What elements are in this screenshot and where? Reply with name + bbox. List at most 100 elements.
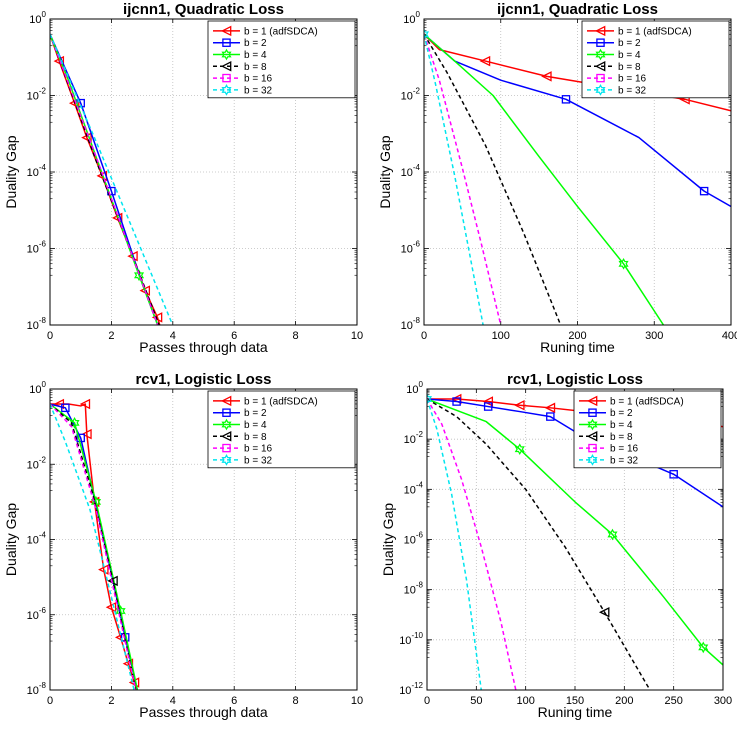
y-tick-label: 100 xyxy=(29,380,46,396)
y-axis-label: Duality Gap xyxy=(3,503,19,576)
x-tick-label: 0 xyxy=(47,695,53,707)
x-tick-label: 0 xyxy=(424,695,430,707)
legend-marker xyxy=(596,73,605,83)
data-point-marker xyxy=(107,575,118,587)
y-tick-label: 10-8 xyxy=(404,581,424,597)
data-point-marker xyxy=(133,269,145,282)
series-line-b16 xyxy=(427,398,517,690)
legend-marker xyxy=(221,454,232,466)
x-tick-label: 0 xyxy=(47,330,53,342)
x-tick-label: 150 xyxy=(566,695,584,707)
legend-marker xyxy=(595,48,606,61)
data-point-marker xyxy=(561,95,571,104)
x-tick-label: 50 xyxy=(470,695,482,707)
data-point-marker xyxy=(598,606,610,618)
x-tick-label: 10 xyxy=(351,330,363,342)
data-point-marker xyxy=(607,528,618,541)
series-line-b8 xyxy=(424,33,562,325)
data-point-marker xyxy=(514,443,525,456)
x-tick-label: 2 xyxy=(108,330,114,342)
data-point-marker xyxy=(69,417,80,429)
legend-entry: b = 32 xyxy=(618,85,647,96)
legend-entry: b = 2 xyxy=(244,408,267,419)
x-tick-label: 2 xyxy=(108,695,114,707)
series-line-b8 xyxy=(427,398,651,690)
data-point-marker xyxy=(618,257,629,270)
y-tick-label: 10-4 xyxy=(404,480,424,496)
x-axis-label: Passes through data xyxy=(139,339,268,355)
y-tick-label: 100 xyxy=(403,10,420,26)
legend-marker xyxy=(222,73,231,83)
legend-marker xyxy=(220,431,232,442)
x-tick-label: 100 xyxy=(492,330,510,342)
legend-entry: b = 32 xyxy=(610,455,639,466)
legend-entry: b = 32 xyxy=(244,85,273,96)
x-tick-label: 6 xyxy=(231,695,237,707)
chart-3: 0 2 4 6 8 10 100 10-2 10-4 10-6 10-8 rcv1, Logistic… xyxy=(3,371,363,720)
plot-frame xyxy=(426,388,724,691)
plot-frame xyxy=(49,18,358,326)
data-point-marker xyxy=(482,396,494,407)
y-tick-label: 10-2 xyxy=(404,430,424,446)
data-point-marker xyxy=(669,470,678,479)
data-point-marker xyxy=(479,55,491,67)
legend-entry: b = 4 xyxy=(618,50,641,61)
series-line-b32 xyxy=(427,398,483,690)
y-tick-label: 10-4 xyxy=(27,163,47,179)
legend-marker xyxy=(220,61,232,72)
y-tick-label: 10-8 xyxy=(27,316,47,332)
data-point-marker xyxy=(81,428,92,440)
plot-frame xyxy=(423,18,732,326)
x-tick-label: 200 xyxy=(568,330,586,342)
x-tick-label: 0 xyxy=(421,330,427,342)
y-tick-label: 100 xyxy=(406,380,423,396)
x-tick-label: 300 xyxy=(714,695,732,707)
series-line-b4 xyxy=(424,33,665,325)
y-tick-label: 10-6 xyxy=(27,240,47,256)
y-tick-label: 10-2 xyxy=(27,455,47,471)
legend-marker xyxy=(588,408,597,417)
data-point-marker xyxy=(698,641,709,654)
x-tick-label: 6 xyxy=(231,330,237,342)
legend-entry: b = 32 xyxy=(244,455,273,466)
y-tick-label: 10-8 xyxy=(27,681,47,697)
legend-entry: b = 16 xyxy=(244,444,273,455)
legend-entry: b = 2 xyxy=(610,408,633,419)
legend-marker xyxy=(595,84,606,96)
data-point-marker xyxy=(79,398,91,410)
x-axis-label: Passes through data xyxy=(139,704,268,720)
data-point-marker xyxy=(514,400,525,411)
series-line-b32 xyxy=(50,34,174,325)
y-axis-label: Duality Gap xyxy=(380,503,396,576)
legend-entry: b = 1 (adfSDCA) xyxy=(244,396,318,407)
legend: b = 1 (adfSDCA)b = 2b = 4b = 8b = 16b = … xyxy=(581,20,730,99)
data-point-marker xyxy=(98,564,109,575)
series-line-b4 xyxy=(427,398,723,666)
legend-marker xyxy=(594,61,606,72)
legend-marker xyxy=(586,395,598,407)
legend-entry: b = 8 xyxy=(618,62,641,73)
y-tick-label: 100 xyxy=(29,10,46,26)
legend-entry: b = 16 xyxy=(618,74,647,85)
data-point-marker xyxy=(699,186,709,196)
chart-1: 0 2 4 6 8 10 100 10-2 10-4 10-6 10-8 ijcnn1, Quadra… xyxy=(3,1,363,355)
legend-entry: b = 4 xyxy=(610,420,633,431)
y-tick-label: 10-10 xyxy=(399,631,423,647)
series-line-b4 xyxy=(50,34,159,325)
legend-entry: b = 4 xyxy=(244,50,267,61)
legend-marker xyxy=(222,443,231,453)
legend: b = 1 (adfSDCA)b = 2b = 4b = 8b = 16b = … xyxy=(573,390,722,469)
legend-marker xyxy=(221,48,232,61)
legend-entry: b = 1 (adfSDCA) xyxy=(610,396,684,407)
legend-entry: b = 8 xyxy=(244,432,267,443)
plot-frame xyxy=(49,388,358,691)
data-point-marker xyxy=(424,28,430,41)
legend-marker xyxy=(587,454,598,466)
x-tick-label: 250 xyxy=(664,695,682,707)
data-point-marker xyxy=(76,433,85,443)
y-tick-label: 10-6 xyxy=(27,606,47,622)
data-point-marker xyxy=(546,412,555,421)
series-line-b16 xyxy=(50,34,159,325)
x-tick-label: 100 xyxy=(516,695,534,707)
